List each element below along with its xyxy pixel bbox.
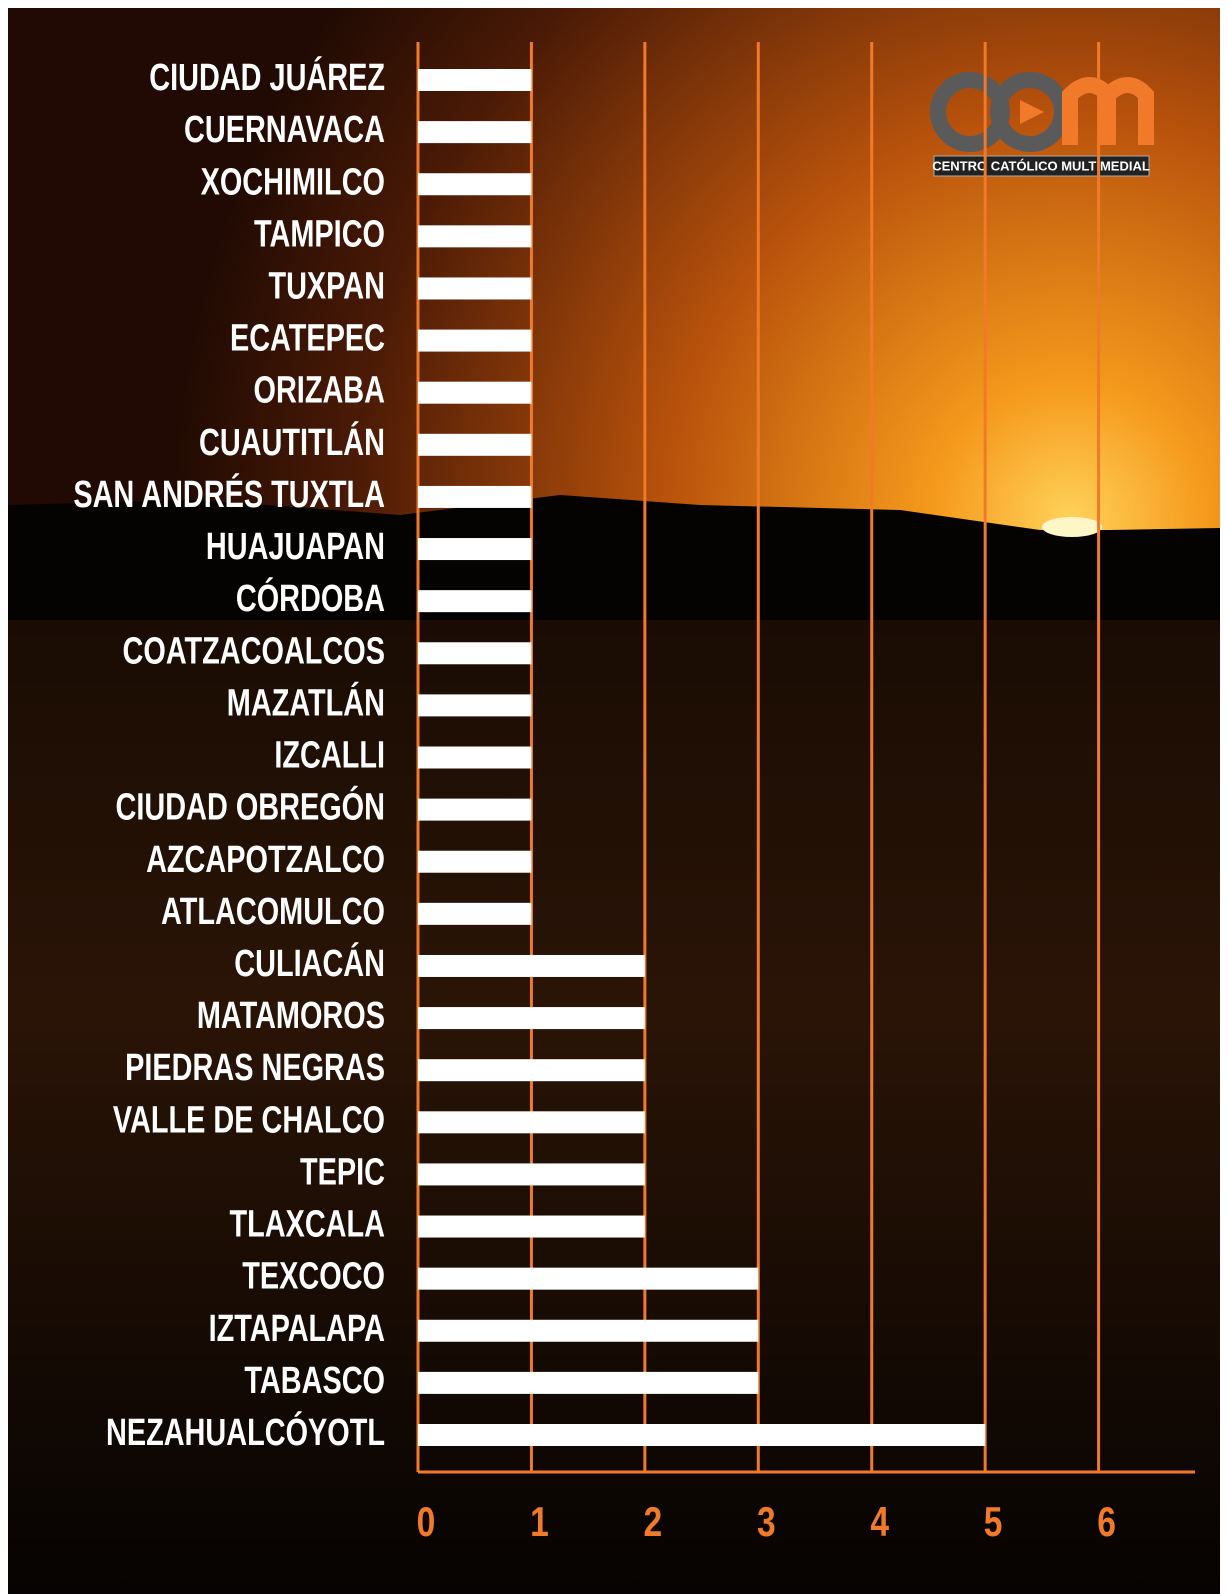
bar — [418, 1163, 645, 1186]
x-tick-label: 6 — [1097, 1500, 1116, 1546]
bar — [418, 590, 532, 613]
x-tick-label: 2 — [644, 1500, 663, 1546]
y-tick-label: ATLACOMULCO — [161, 890, 385, 933]
bar — [418, 225, 532, 248]
bar — [418, 277, 532, 300]
y-tick-label: NEZAHUALCÓYOTL — [106, 1411, 385, 1454]
logo-m — [1062, 77, 1154, 145]
bar — [418, 1215, 645, 1238]
y-tick-label: MATAMOROS — [197, 994, 385, 1037]
y-tick-label: TLAXCALA — [229, 1203, 385, 1246]
bar — [418, 642, 532, 665]
sun — [1042, 517, 1102, 537]
bar — [418, 433, 532, 456]
y-tick-label: COATZACOALCOS — [123, 630, 385, 673]
y-tick-label: TABASCO — [244, 1359, 385, 1402]
bar — [418, 954, 645, 977]
x-tick-label: 5 — [984, 1500, 1003, 1546]
bar — [418, 69, 532, 91]
bar — [418, 850, 532, 873]
bar — [418, 1267, 759, 1290]
y-tick-label: XOCHIMILCO — [201, 160, 385, 203]
bar — [418, 173, 532, 196]
bar — [418, 538, 532, 561]
bar — [418, 121, 532, 144]
y-tick-label: IZCALLI — [274, 734, 385, 777]
y-tick-label: TUXPAN — [268, 265, 385, 308]
y-tick-label: ECATEPEC — [230, 317, 385, 360]
bar — [418, 694, 532, 717]
bar — [418, 381, 532, 404]
y-tick-label: CIUDAD JUÁREZ — [149, 56, 385, 99]
y-tick-label: CUERNAVACA — [184, 108, 385, 151]
bar — [418, 1319, 759, 1342]
y-tick-label: TEXCOCO — [242, 1255, 385, 1298]
bar — [418, 1059, 645, 1082]
y-tick-label: TEPIC — [300, 1151, 385, 1194]
y-tick-label: IZTAPALAPA — [209, 1307, 385, 1350]
y-tick-label: ORIZABA — [254, 369, 385, 412]
y-tick-label: CUAUTITLÁN — [199, 421, 385, 464]
y-tick-label: VALLE DE CHALCO — [113, 1099, 385, 1142]
y-tick-label: SAN ANDRÉS TUXTLA — [73, 473, 385, 516]
x-tick-label: 3 — [757, 1500, 776, 1546]
bar — [418, 746, 532, 769]
bar — [418, 485, 532, 508]
y-tick-label: PIEDRAS NEGRAS — [125, 1046, 385, 1089]
bar — [418, 798, 532, 821]
treeline — [8, 495, 1220, 625]
bar — [418, 902, 532, 925]
y-tick-label: CULIACÁN — [234, 942, 385, 985]
logo-band — [933, 155, 1150, 177]
logo-play — [1020, 100, 1044, 124]
x-tick-label: 4 — [870, 1500, 889, 1546]
x-tick-label: 1 — [530, 1500, 549, 1546]
y-tick-label: AZCAPOTZALCO — [146, 838, 385, 881]
y-tick-label: CIUDAD OBREGÓN — [116, 786, 385, 829]
logo-caption: CENTRO CATÓLICO MULTIMEDIAL — [932, 158, 1150, 173]
bar — [418, 329, 532, 352]
logo: CENTRO CATÓLICO MULTIMEDIAL — [930, 72, 1154, 177]
y-tick-label: MAZATLÁN — [227, 682, 385, 725]
y-tick-label: TAMPICO — [254, 213, 385, 256]
y-tick-label: CÓRDOBA — [236, 577, 385, 620]
bar — [418, 1007, 645, 1030]
x-tick-label: 0 — [417, 1500, 436, 1546]
y-tick-label: HUAJUAPAN — [206, 525, 385, 568]
bar — [418, 1111, 645, 1134]
bar — [418, 1371, 759, 1394]
bar — [418, 1424, 986, 1446]
